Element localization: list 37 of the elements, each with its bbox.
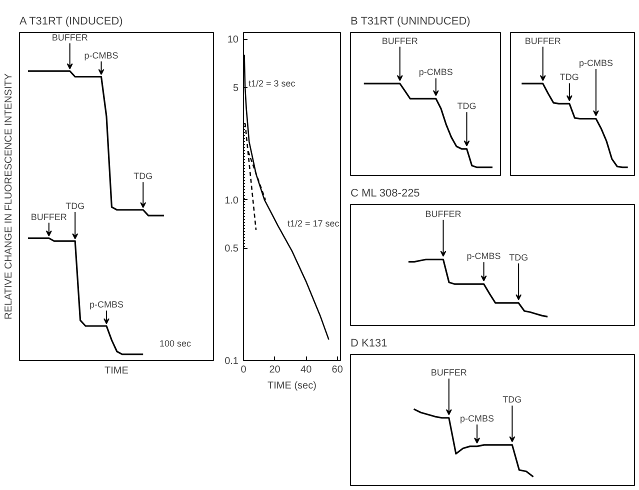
y-tick-label: 5	[232, 83, 239, 94]
chart-title: B T31RT (UNINDUCED)	[350, 16, 470, 28]
y-axis-title: RELATIVE CHANGE IN FLUORESCENCE INTENSITY	[4, 73, 14, 320]
chart-title: C ML 308-225	[350, 188, 420, 200]
annotation: TDG	[502, 394, 522, 405]
annotation: BUFFER	[30, 212, 68, 222]
x-tick-label: 0	[240, 364, 247, 376]
y-tick-label: 0.5	[224, 244, 239, 255]
annotation: p-CMBS	[460, 413, 494, 424]
x-axis-title: TIME	[104, 366, 129, 376]
chart-title: D K131	[350, 338, 388, 350]
annotation: p-CMBS	[418, 67, 453, 78]
x-axis-title: TIME (sec)	[268, 380, 316, 392]
annotation: TDG	[134, 171, 153, 182]
annotation: p-CMBS	[578, 58, 613, 68]
x-tick-label: 20	[269, 364, 281, 376]
annotation: BUFFER	[430, 368, 468, 378]
annotation: BUFFER	[425, 208, 462, 219]
annotation: TDG	[560, 72, 579, 82]
annotation: BUFFER	[52, 32, 88, 42]
x-tick-label: 40	[300, 364, 312, 376]
annotation: p-CMBS	[84, 50, 118, 60]
annotation: TDG	[509, 252, 528, 262]
annotation: t1/2 = 3 sec	[248, 78, 296, 88]
annotation: p-CMBS	[466, 251, 501, 262]
annotation: BUFFER	[524, 36, 562, 46]
y-tick-label: 1.0	[224, 195, 239, 206]
annotation: BUFFER	[382, 36, 418, 46]
annotation: TDG	[457, 101, 476, 112]
annotation: 100 sec	[160, 338, 192, 348]
annotation: t1/2 = 17 sec	[288, 218, 340, 228]
annotation: TDG	[66, 200, 85, 211]
y-tick-label: 0.1	[224, 356, 239, 367]
x-tick-label: 60	[332, 364, 344, 376]
y-tick-label: 10	[227, 34, 239, 46]
annotation: p-CMBS	[89, 300, 124, 310]
chart-title: A T31RT (INDUCED)	[20, 16, 123, 28]
